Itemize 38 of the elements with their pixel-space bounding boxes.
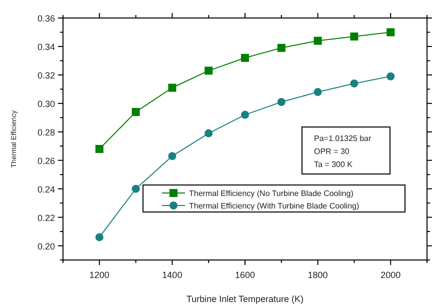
y-tick-label: 0.36 xyxy=(37,14,55,24)
point xyxy=(168,84,176,92)
point xyxy=(277,98,286,106)
x-tick-label: 1600 xyxy=(234,270,256,280)
x-tick-label: 2000 xyxy=(380,270,401,280)
annotation: OPR = 30 xyxy=(314,147,350,156)
point xyxy=(168,152,176,160)
x-axis-title: Turbine Inlet Temperature (K) xyxy=(186,294,304,304)
point xyxy=(95,144,104,153)
point xyxy=(277,44,286,52)
x-tick-label: 1200 xyxy=(89,270,110,280)
point xyxy=(132,184,140,193)
point xyxy=(204,66,213,75)
x-tick-label: 1400 xyxy=(162,270,182,280)
legend-label: Thermal Efficiency (With Turbine Blade Cooling) xyxy=(189,202,360,210)
point xyxy=(386,72,395,80)
point xyxy=(386,28,395,36)
point xyxy=(241,54,249,62)
point xyxy=(314,36,322,45)
point xyxy=(204,129,213,138)
point xyxy=(350,32,358,41)
point xyxy=(350,79,358,88)
point xyxy=(95,233,104,242)
annotation: Ta = 300 K xyxy=(314,160,354,169)
y-tick-label: 0.20 xyxy=(37,241,55,252)
y-tick-label: 0.32 xyxy=(37,70,55,80)
y-tick-label: 0.28 xyxy=(37,127,55,138)
y-tick-label: 0.24 xyxy=(37,184,55,194)
point xyxy=(314,88,322,96)
point xyxy=(241,110,249,119)
point xyxy=(132,108,140,116)
y-tick-label: 0.34 xyxy=(37,42,55,52)
y-tick-label: 0.30 xyxy=(37,98,55,109)
legend-label: Thermal Efficiency (No Turbine Blade Cooling) xyxy=(189,189,354,198)
y-tick-label: 0.26 xyxy=(37,156,55,166)
annotation: Pa=1.01325 bar xyxy=(314,134,372,143)
x-tick-label: 1800 xyxy=(308,270,328,280)
y-tick-label: 0.22 xyxy=(37,212,55,223)
